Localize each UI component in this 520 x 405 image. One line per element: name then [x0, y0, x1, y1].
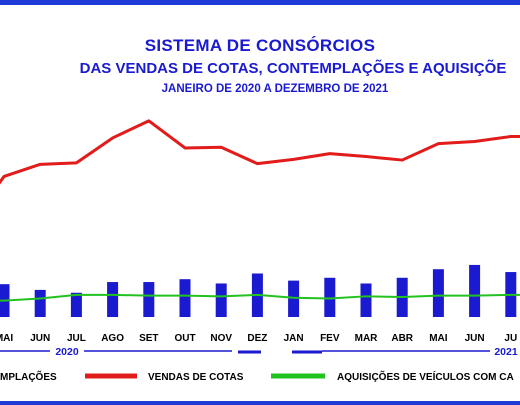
- year-label-bg-2021: [490, 345, 520, 357]
- year-label-2020: 2020: [55, 346, 79, 358]
- bar-contemplacoes-2: [70, 292, 82, 317]
- bar-contemplacoes-6: [215, 283, 227, 317]
- x-tick-label-0: MAI: [0, 333, 13, 344]
- legend-label-contemplacoes: MPLAÇÕES: [0, 370, 57, 383]
- bar-contemplacoes-9: [324, 277, 336, 317]
- bar-contemplacoes-13: [469, 264, 481, 317]
- x-tick-label-13: JUN: [465, 333, 485, 344]
- bar-contemplacoes-1: [34, 289, 46, 317]
- x-tick-label-6: NOV: [210, 333, 232, 344]
- x-tick-label-12: MAI: [429, 333, 448, 344]
- chart-period: JANEIRO DE 2020 A DEZEMBRO DE 2021: [161, 83, 389, 95]
- bottom-border: [0, 401, 520, 405]
- top-border: [0, 0, 520, 5]
- x-tick-label-1: JUN: [30, 333, 50, 344]
- bar-contemplacoes-3: [107, 282, 119, 317]
- bar-contemplacoes-4: [143, 282, 155, 317]
- x-tick-label-11: ABR: [391, 333, 413, 344]
- x-tick-label-7: DEZ: [247, 333, 267, 344]
- x-tick-label-4: SET: [139, 333, 158, 344]
- x-tick-label-2: JUL: [67, 333, 86, 344]
- bar-contemplacoes-12: [432, 269, 444, 317]
- line-series-0: [0, 119, 520, 185]
- x-tick-label-9: FEV: [320, 333, 340, 344]
- x-tick-label-8: JAN: [284, 333, 304, 344]
- x-tick-label-5: OUT: [174, 333, 195, 344]
- x-tick-label-10: MAR: [355, 333, 379, 344]
- legend: MPLAÇÕES VENDAS DE COTAS AQUISIÇÕES DE VEÍ…: [0, 370, 514, 383]
- x-tick-label-14: JU: [504, 333, 517, 344]
- bar-contemplacoes-10: [360, 283, 372, 317]
- bar-contemplacoes-5: [179, 279, 191, 317]
- year-label-bg-2020: [50, 345, 84, 357]
- bar-contemplacoes-8: [288, 280, 300, 317]
- line-series-group: [0, 119, 520, 302]
- x-axis: MAI JUN JUL AGO SET OUT NOV DEZ JAN FEV MAR ABR MAI J…: [0, 333, 520, 358]
- year-label-2021: 2021: [494, 346, 518, 358]
- bar-series-contemplacoes: [0, 264, 517, 317]
- legend-label-aquisicoes: AQUISIÇÕES DE VEÍCULOS COM CA: [337, 370, 514, 383]
- x-tick-label-3: AGO: [101, 333, 124, 344]
- chart-subtitle: DAS VENDAS DE COTAS, CONTEMPLAÇÕES E AQU…: [79, 60, 507, 77]
- chart-titles: SISTEMA DE CONSÓRCIOS DAS VENDAS DE COTA…: [0, 36, 520, 95]
- legend-label-vendas: VENDAS DE COTAS: [148, 372, 244, 383]
- line-series-1: [0, 293, 520, 302]
- chart-title: SISTEMA DE CONSÓRCIOS: [144, 36, 376, 55]
